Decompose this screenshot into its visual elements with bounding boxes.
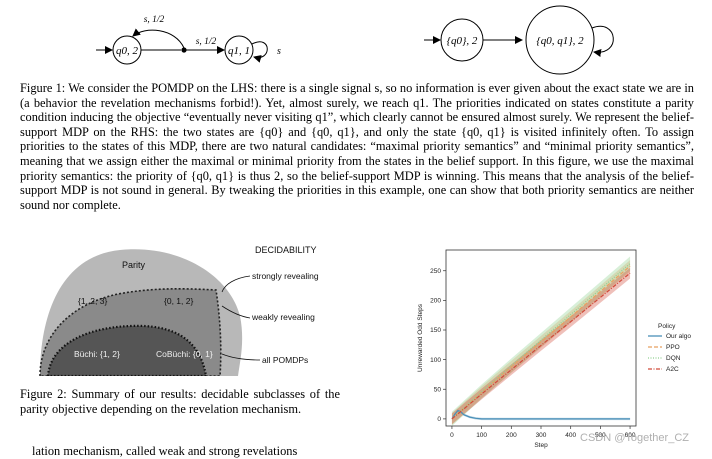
right-automaton: {q0}, 2 {q0, q1}, 2 — [424, 5, 614, 75]
state-belief-q0q1-label: {q0, q1}, 2 — [536, 35, 584, 47]
y-tick-label: 100 — [430, 357, 441, 364]
branch-point — [181, 47, 187, 53]
series-band-dqn — [451, 256, 631, 426]
x-tick-label: 600 — [625, 432, 636, 439]
series-line-a2c — [451, 272, 631, 420]
legend-title: Policy — [658, 323, 676, 330]
callout-weak: weakly revealing — [251, 312, 315, 322]
legend-entry: Our algo — [666, 333, 691, 340]
region-set123-label: {1, 2, 3} — [78, 296, 107, 306]
series-line-ppo — [451, 265, 631, 420]
top-edge-label: s, 1/2 — [144, 15, 165, 25]
y-tick-label: 200 — [430, 298, 441, 305]
y-tick-label: 0 — [437, 416, 441, 423]
figure2-caption-text: Summary of our results: decidable subcla… — [20, 387, 341, 416]
mid-edge-label: s, 1/2 — [196, 37, 217, 47]
series-line-our-algo — [451, 409, 631, 420]
figure2-diagram: Parity {1, 2, 3} {0, 1, 2} Büchi: {1, 2}… — [39, 245, 319, 376]
callout-strong: strongly revealing — [252, 271, 319, 281]
state-q1-label: q1, 1 — [228, 45, 250, 57]
y-tick-label: 150 — [430, 327, 441, 334]
legend-entry: PPO — [666, 344, 680, 351]
region-parity-label: Parity — [122, 260, 146, 270]
watermark: CSDN @Together_CZ — [580, 432, 689, 444]
y-axis-label: Unrewarded Odd Steps — [417, 303, 424, 372]
x-axis-label: Step — [534, 442, 548, 449]
figure2-caption: Figure 2: Summary of our results: decida… — [20, 387, 340, 416]
region-all-pomdps — [46, 324, 208, 376]
x-tick-label: 0 — [450, 432, 454, 439]
series-line-dqn — [451, 263, 631, 420]
left-automaton: q0, 2 s, 1/2 s, 1/2 q1, 1 s — [96, 15, 281, 65]
x-tick-label: 500 — [595, 432, 606, 439]
figure1-caption-text: We consider the POMDP on the LHS: there … — [20, 81, 695, 212]
figure2-caption-label: Figure 2: — [20, 387, 67, 401]
legend-entry: DQN — [666, 355, 681, 362]
self-loop-label: s — [277, 46, 281, 57]
x-tick-label: 300 — [536, 432, 547, 439]
state-belief-q0q1 — [525, 5, 595, 75]
x-tick-label: 200 — [506, 432, 517, 439]
y-tick-label: 50 — [434, 386, 442, 393]
figure1-caption: Figure 1: We consider the POMDP on the L… — [20, 81, 694, 212]
region-set012-label: {0, 1, 2} — [164, 296, 193, 306]
state-q0-label: q0, 2 — [116, 45, 139, 57]
state-belief-q0-label: {q0}, 2 — [447, 35, 478, 47]
line-chart: 0 100 200 300 400 500 600 0 50 100 150 200 250 Step Un… — [417, 249, 691, 449]
y-tick-label: 250 — [430, 268, 441, 275]
region-cobuchi-label: CoBüchi: {0, 1} — [156, 349, 213, 359]
x-tick-label: 400 — [565, 432, 576, 439]
figure1-diagrams: q0, 2 s, 1/2 s, 1/2 q1, 1 s {q0}, 2 {q0,… — [96, 5, 614, 75]
x-tick-label: 100 — [476, 432, 487, 439]
callout-all: all POMDPs — [262, 355, 308, 365]
figure2-title: DECIDABILITY — [255, 245, 317, 255]
figure1-caption-label: Figure 1: — [20, 81, 66, 95]
state-q1 — [224, 35, 254, 65]
legend-entry: A2C — [666, 366, 679, 373]
region-buchi-label: Büchi: {1, 2} — [74, 349, 120, 359]
